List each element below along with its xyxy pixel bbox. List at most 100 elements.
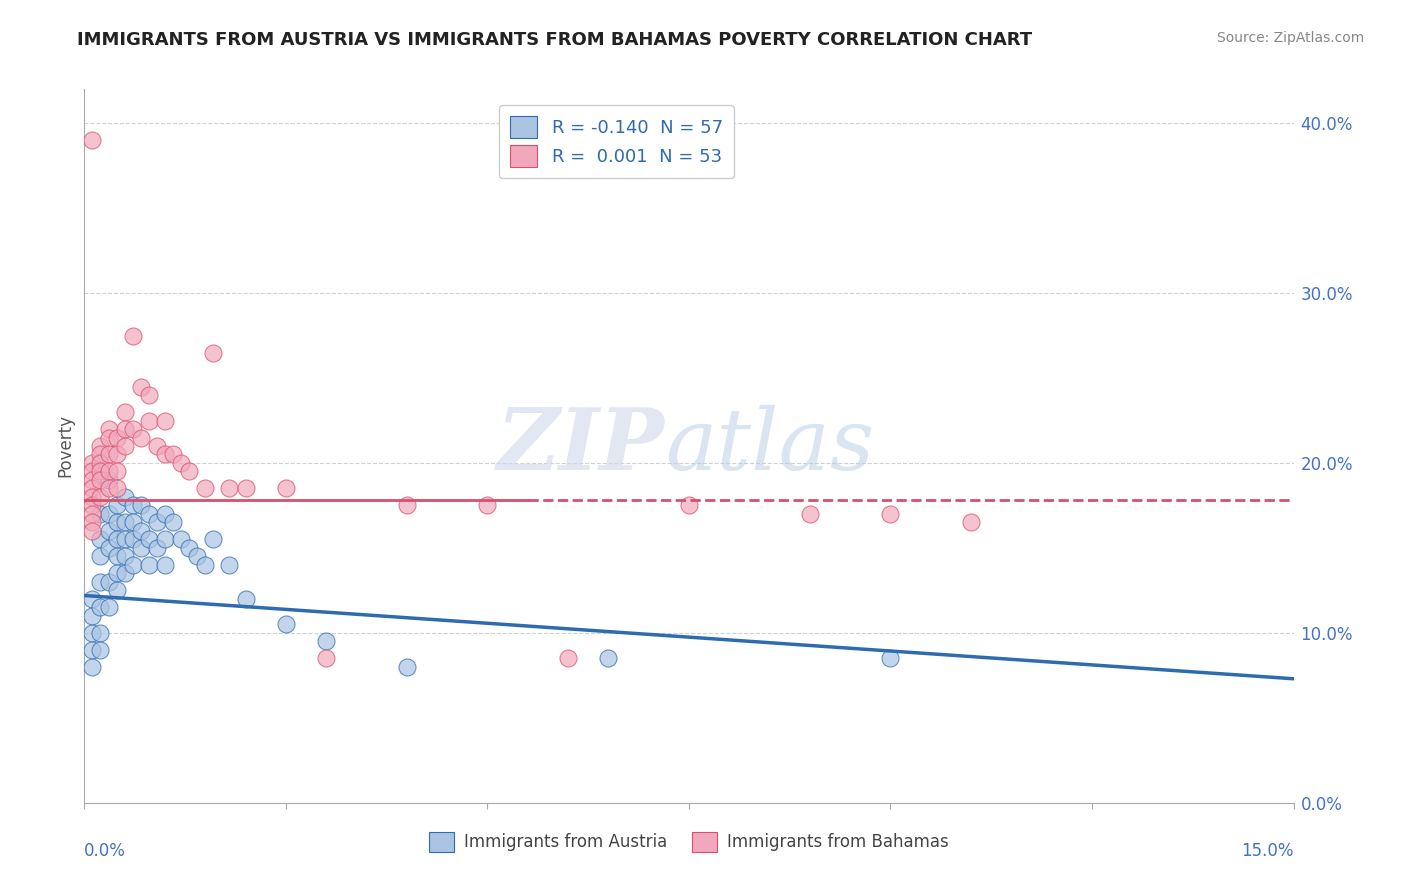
- Point: [395, 660, 418, 674]
- Point: [129, 430, 152, 444]
- Point: [121, 328, 143, 343]
- Point: [105, 448, 128, 462]
- Point: [121, 499, 143, 513]
- Text: 0.0%: 0.0%: [84, 842, 127, 860]
- Point: [105, 482, 128, 496]
- Point: [105, 499, 128, 513]
- Point: [105, 516, 128, 530]
- Point: [89, 643, 111, 657]
- Point: [82, 473, 104, 487]
- Text: 15.0%: 15.0%: [1241, 842, 1294, 860]
- Point: [153, 413, 176, 427]
- Point: [138, 507, 160, 521]
- Point: [105, 465, 128, 479]
- Point: [97, 541, 120, 555]
- Point: [129, 379, 152, 393]
- Point: [114, 422, 136, 436]
- Point: [105, 566, 128, 581]
- Point: [89, 549, 111, 564]
- Point: [153, 448, 176, 462]
- Point: [82, 133, 104, 147]
- Point: [153, 533, 176, 547]
- Point: [97, 482, 120, 496]
- Point: [960, 516, 983, 530]
- Point: [89, 600, 111, 615]
- Point: [82, 507, 104, 521]
- Point: [105, 430, 128, 444]
- Point: [89, 439, 111, 453]
- Point: [114, 549, 136, 564]
- Point: [153, 558, 176, 572]
- Point: [89, 626, 111, 640]
- Point: [879, 507, 901, 521]
- Point: [97, 422, 120, 436]
- Point: [97, 430, 120, 444]
- Text: atlas: atlas: [665, 405, 875, 487]
- Point: [89, 465, 111, 479]
- Point: [89, 473, 111, 487]
- Point: [97, 574, 120, 589]
- Point: [146, 541, 169, 555]
- Point: [82, 591, 104, 606]
- Point: [170, 533, 193, 547]
- Point: [89, 507, 111, 521]
- Point: [202, 533, 225, 547]
- Point: [114, 566, 136, 581]
- Point: [105, 533, 128, 547]
- Point: [105, 549, 128, 564]
- Point: [879, 651, 901, 665]
- Point: [315, 651, 337, 665]
- Point: [138, 558, 160, 572]
- Point: [121, 533, 143, 547]
- Point: [477, 499, 499, 513]
- Point: [179, 465, 201, 479]
- Point: [138, 533, 160, 547]
- Point: [82, 626, 104, 640]
- Point: [121, 558, 143, 572]
- Point: [170, 456, 193, 470]
- Point: [274, 482, 297, 496]
- Text: IMMIGRANTS FROM AUSTRIA VS IMMIGRANTS FROM BAHAMAS POVERTY CORRELATION CHART: IMMIGRANTS FROM AUSTRIA VS IMMIGRANTS FR…: [77, 31, 1032, 49]
- Point: [89, 448, 111, 462]
- Point: [89, 490, 111, 504]
- Point: [194, 482, 217, 496]
- Point: [114, 439, 136, 453]
- Point: [82, 482, 104, 496]
- Point: [114, 516, 136, 530]
- Point: [153, 507, 176, 521]
- Point: [82, 524, 104, 538]
- Point: [186, 549, 208, 564]
- Point: [97, 524, 120, 538]
- Y-axis label: Poverty: Poverty: [56, 415, 75, 477]
- Point: [105, 583, 128, 598]
- Legend: Immigrants from Austria, Immigrants from Bahamas: Immigrants from Austria, Immigrants from…: [422, 825, 956, 859]
- Point: [97, 600, 120, 615]
- Point: [678, 499, 700, 513]
- Point: [82, 660, 104, 674]
- Point: [218, 558, 240, 572]
- Point: [179, 541, 201, 555]
- Point: [162, 448, 184, 462]
- Point: [114, 490, 136, 504]
- Point: [89, 533, 111, 547]
- Point: [82, 643, 104, 657]
- Point: [82, 456, 104, 470]
- Point: [97, 473, 120, 487]
- Point: [129, 541, 152, 555]
- Point: [235, 591, 257, 606]
- Text: ZIP: ZIP: [496, 404, 665, 488]
- Point: [235, 482, 257, 496]
- Point: [138, 413, 160, 427]
- Point: [202, 345, 225, 359]
- Point: [82, 516, 104, 530]
- Point: [82, 490, 104, 504]
- Point: [194, 558, 217, 572]
- Point: [97, 465, 120, 479]
- Point: [82, 499, 104, 513]
- Point: [799, 507, 821, 521]
- Point: [274, 617, 297, 632]
- Point: [129, 499, 152, 513]
- Point: [138, 388, 160, 402]
- Point: [121, 422, 143, 436]
- Text: Source: ZipAtlas.com: Source: ZipAtlas.com: [1216, 31, 1364, 45]
